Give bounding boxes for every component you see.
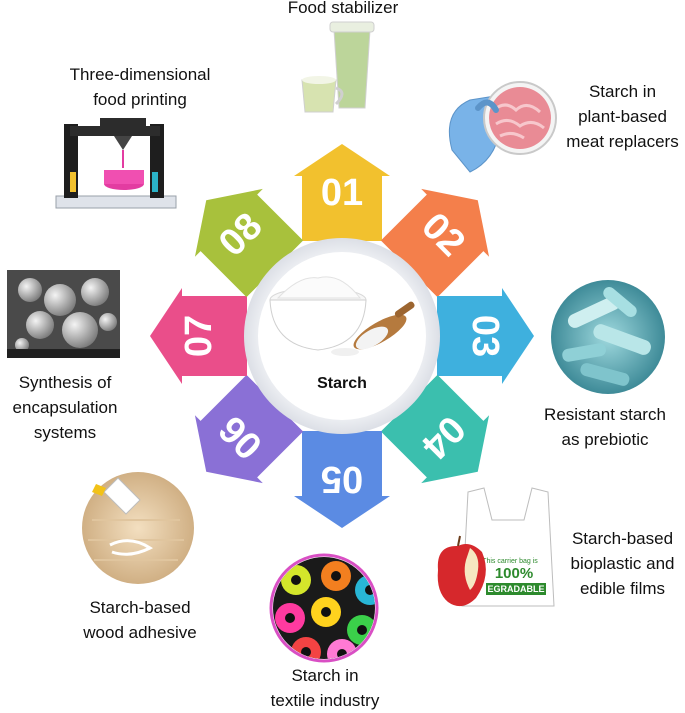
label-line: Starch-based — [89, 598, 191, 617]
label-bioplastic: Starch-based bioplastic and edible films — [560, 526, 685, 601]
segment-number: 07 — [178, 315, 220, 357]
3d-printer-icon — [55, 118, 177, 209]
segment-number: 01 — [321, 172, 363, 214]
gloved-hand-meat-icon — [448, 81, 557, 173]
segment-arrow — [380, 188, 490, 298]
label-line: textile industry — [270, 691, 380, 710]
segment-04: 04 — [380, 374, 490, 484]
label-line: Food stabilizer — [287, 0, 399, 17]
center-label: Starch — [317, 375, 367, 392]
label-textile: Starch in textile industry — [250, 663, 400, 713]
apple-bag-icon: This carrier bag is 100% EGRADABLE — [437, 487, 555, 607]
label-line: Starch-based — [571, 529, 674, 548]
segment-07: 07 — [150, 288, 247, 384]
glue-bottle-icon — [82, 472, 194, 584]
segment-01: 01 — [294, 144, 390, 241]
bag-band — [486, 583, 546, 595]
label-line: systems — [33, 423, 97, 442]
bag-big-text: 100% — [495, 565, 533, 582]
segment-02: 02 — [380, 188, 490, 298]
segment-05: 05 — [294, 431, 390, 528]
label-line: encapsulation — [12, 398, 118, 417]
segment-arrow — [294, 144, 390, 241]
green-drink-icon — [301, 21, 375, 113]
label-line: as prebiotic — [561, 430, 649, 449]
segment-number: 03 — [464, 315, 506, 357]
label-line: wood adhesive — [83, 623, 197, 642]
label-line: Three-dimensional — [69, 65, 211, 84]
segment-06: 06 — [194, 374, 304, 484]
label-line: bioplastic and — [570, 554, 675, 573]
thread-spools-icon — [269, 553, 379, 663]
label-line: food printing — [93, 90, 187, 109]
label-line: Resistant starch — [544, 405, 666, 424]
segment-arrow — [150, 288, 247, 384]
starch-bowl-icon — [269, 276, 415, 356]
label-wood-adhesive: Starch-based wood adhesive — [65, 595, 215, 645]
segments-group: 01 02 03 04 05 06 07 08 — [150, 144, 534, 528]
label-3d-printing: Three-dimensional food printing — [50, 62, 230, 112]
label-encapsulation: Synthesis of encapsulation systems — [0, 370, 130, 445]
bag-small-text: This carrier bag is — [482, 558, 538, 565]
label-meat-replacers: Starch in plant-based meat replacers — [560, 79, 685, 154]
segment-arrow — [380, 374, 490, 484]
label-line: Starch in — [588, 82, 657, 101]
label-line: plant-based — [578, 107, 667, 126]
label-line: meat replacers — [566, 132, 679, 151]
segment-arrow — [294, 431, 390, 528]
label-prebiotic: Resistant starch as prebiotic — [525, 402, 685, 452]
bacteria-icon — [551, 280, 665, 394]
microscopy-spheres-icon — [7, 270, 120, 358]
segment-number: 05 — [321, 458, 363, 500]
label-line: Synthesis of — [18, 373, 112, 392]
label-line: edible films — [579, 579, 666, 598]
segment-arrow — [437, 288, 534, 384]
bag-band-text: EGRADABLE — [487, 584, 544, 594]
label-food-stabilizer: Food stabilizer — [258, 0, 428, 20]
label-line: Starch in — [291, 666, 359, 685]
segment-arrow — [194, 374, 304, 484]
segment-03: 03 — [437, 288, 534, 384]
segment-08: 08 — [194, 188, 304, 298]
segment-arrow — [194, 188, 304, 298]
